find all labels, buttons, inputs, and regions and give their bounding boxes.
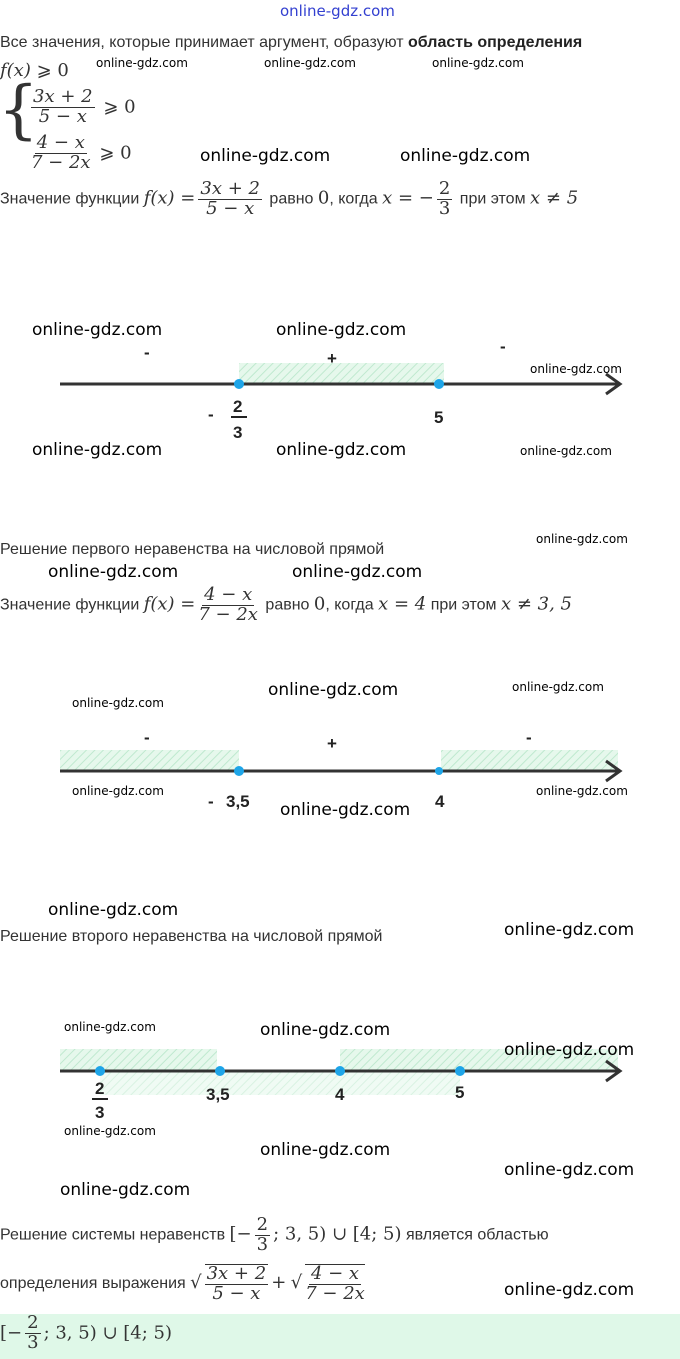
watermark: online-gdz.com	[530, 362, 622, 376]
tick-label: -	[208, 792, 214, 811]
point-marker	[234, 379, 244, 389]
watermark: online-gdz.com	[200, 146, 331, 166]
tick-label: 5	[434, 408, 443, 427]
watermark: online-gdz.com	[260, 1020, 391, 1040]
tick-label: 3,5	[226, 792, 250, 811]
tick-label: 4	[435, 792, 445, 811]
watermark: online-gdz.com	[60, 1180, 191, 1200]
point-marker	[95, 1066, 105, 1076]
watermark: online-gdz.com	[512, 680, 604, 694]
sign-label: -	[144, 343, 150, 362]
system-brace: {	[0, 73, 39, 147]
point-marker	[455, 1066, 465, 1076]
tick-label: -	[208, 405, 214, 424]
point-marker	[215, 1066, 225, 1076]
watermark: online-gdz.com	[48, 900, 179, 920]
watermark: online-gdz.com	[280, 800, 411, 820]
answer-text: [− 2 3; 3, 5) ∪ [4; 5)	[0, 1312, 172, 1353]
watermark: online-gdz.com	[536, 784, 628, 798]
point-marker	[435, 767, 443, 775]
watermark: online-gdz.com	[400, 146, 531, 166]
watermark: online-gdz.com	[432, 56, 524, 70]
watermark: online-gdz.com	[504, 1040, 635, 1060]
arrow-icon	[605, 1059, 623, 1083]
watermark: online-gdz.com	[276, 440, 407, 460]
sign-label: -	[526, 728, 532, 747]
watermark: online-gdz.com	[520, 444, 612, 458]
tick-label: 3,5	[206, 1085, 230, 1104]
arrow-icon	[605, 372, 623, 396]
number-line-1: - + - - 2 3 5	[60, 337, 623, 440]
point-marker	[234, 766, 244, 776]
number-line-3: 2 3 3,5 4 5	[60, 1049, 623, 1120]
answer-box: [− 2 3; 3, 5) ∪ [4; 5)	[0, 1312, 680, 1359]
watermark: online-gdz.com	[96, 56, 188, 70]
hatch-region	[340, 1049, 618, 1071]
tick-label: 3	[95, 1103, 104, 1120]
watermark: online-gdz.com	[268, 680, 399, 700]
watermark: online-gdz.com	[292, 562, 423, 582]
hatch-region	[100, 1071, 460, 1095]
sign-label: -	[500, 337, 506, 356]
watermark: online-gdz.com	[536, 532, 628, 546]
condition: f(x) ⩾ 0	[0, 60, 69, 81]
watermark: online-gdz.com	[260, 1140, 391, 1160]
caption-2: Решение второго неравенства на числовой …	[0, 928, 383, 945]
watermark: online-gdz.com	[64, 1020, 156, 1034]
hatch-region	[60, 1049, 217, 1071]
arrow-icon	[605, 759, 623, 783]
conclusion-line-1: Решение системы неравенств [− 2 3; 3, 5) ∪…	[0, 1214, 549, 1255]
tick-label: 3	[233, 423, 242, 440]
watermark: online-gdz.com	[504, 1280, 635, 1300]
tick-label: 2	[95, 1079, 104, 1098]
sign-label: +	[327, 349, 337, 368]
watermark: online-gdz.com	[276, 320, 407, 340]
watermark: online-gdz.com	[504, 920, 635, 940]
hatch-region	[60, 750, 239, 771]
caption-1: Решение первого неравенства на числовой …	[0, 541, 385, 558]
number-line-2: - + - - 3,5 4	[60, 728, 623, 811]
tick-label: 5	[455, 1083, 464, 1102]
hatch-region	[441, 750, 618, 771]
intro-text: Все значения, которые принимает аргумент…	[0, 34, 583, 51]
watermark: online-gdz.com	[48, 562, 179, 582]
sign-label: -	[144, 728, 150, 747]
watermark: online-gdz.com	[72, 784, 164, 798]
watermark: online-gdz.com	[280, 2, 395, 20]
watermark: online-gdz.com	[32, 320, 163, 340]
watermark: online-gdz.com	[72, 696, 164, 710]
hatch-region	[239, 363, 444, 384]
watermark: online-gdz.com	[264, 56, 356, 70]
watermark: online-gdz.com	[32, 440, 163, 460]
sign-label: +	[327, 734, 337, 753]
tick-label: 4	[335, 1085, 345, 1104]
watermark: online-gdz.com	[504, 1160, 635, 1180]
watermark: online-gdz.com	[64, 1124, 156, 1138]
tick-label: 2	[233, 397, 242, 416]
point-marker	[434, 379, 444, 389]
point-marker	[335, 1066, 345, 1076]
